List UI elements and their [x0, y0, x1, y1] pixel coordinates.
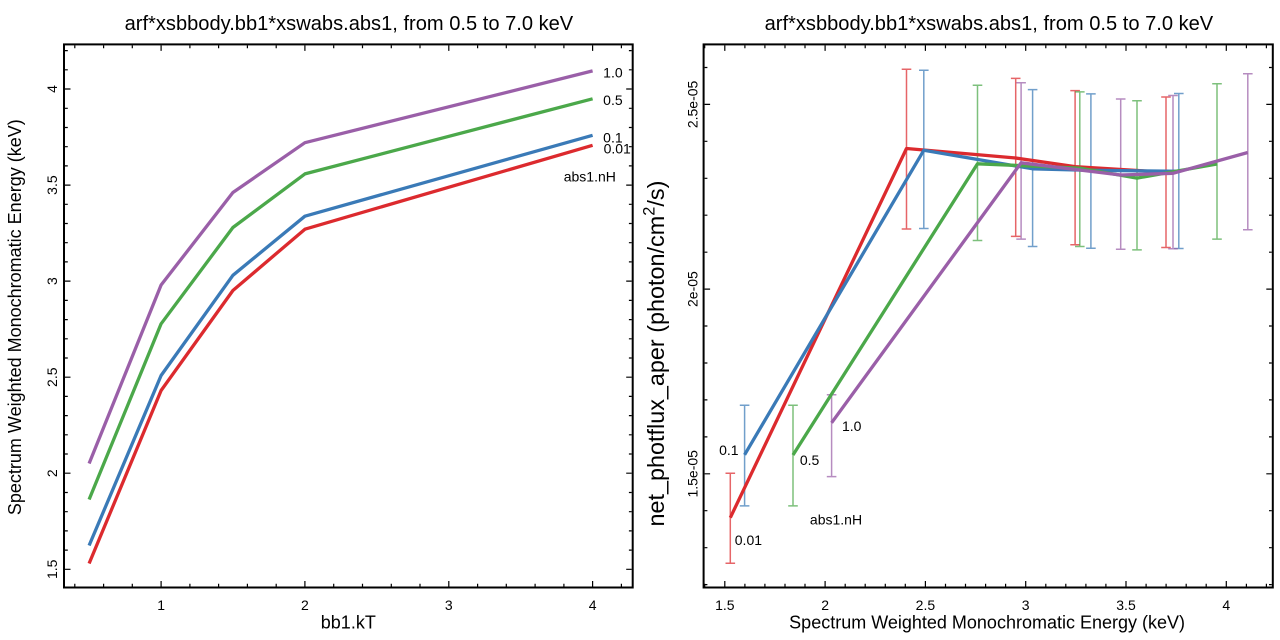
svg-text:2.5e-05: 2.5e-05: [684, 80, 700, 128]
svg-text:arf*xsbbody.bb1*xswabs.abs1, f: arf*xsbbody.bb1*xswabs.abs1, from 0.5 to…: [125, 13, 574, 35]
svg-text:0.1: 0.1: [603, 129, 623, 145]
svg-text:3: 3: [445, 597, 453, 613]
svg-text:3.5: 3.5: [44, 175, 60, 195]
svg-text:3.5: 3.5: [1116, 597, 1136, 613]
svg-text:0.5: 0.5: [603, 92, 623, 108]
svg-text:4: 4: [589, 597, 597, 613]
svg-text:4: 4: [1222, 597, 1230, 613]
svg-text:abs1.nH: abs1.nH: [810, 511, 862, 527]
svg-text:1.5: 1.5: [715, 597, 735, 613]
svg-text:net_photflux_aper (photon/cm2/: net_photflux_aper (photon/cm2/s): [641, 181, 670, 527]
svg-text:2e-05: 2e-05: [684, 271, 700, 307]
svg-text:0.01: 0.01: [604, 141, 631, 157]
svg-text:1.0: 1.0: [603, 64, 623, 80]
svg-text:2: 2: [44, 469, 60, 477]
svg-text:1: 1: [157, 597, 165, 613]
svg-text:0.1: 0.1: [719, 442, 739, 458]
svg-text:0.5: 0.5: [800, 452, 820, 468]
svg-text:Spectrum Weighted Monochromati: Spectrum Weighted Monochromatic Energy (…: [789, 613, 1185, 633]
svg-text:bb1.kT: bb1.kT: [321, 613, 376, 633]
svg-text:0.01: 0.01: [735, 532, 762, 548]
svg-text:arf*xsbbody.bb1*xswabs.abs1, f: arf*xsbbody.bb1*xswabs.abs1, from 0.5 to…: [765, 13, 1214, 35]
svg-text:2.5: 2.5: [916, 597, 936, 613]
svg-text:abs1.nH: abs1.nH: [564, 169, 616, 185]
svg-text:3: 3: [1022, 597, 1030, 613]
svg-text:3: 3: [44, 277, 60, 285]
svg-text:2: 2: [821, 597, 829, 613]
svg-text:2: 2: [301, 597, 309, 613]
svg-text:Spectrum Weighted Monochromati: Spectrum Weighted Monochromatic Energy (…: [5, 119, 25, 515]
svg-text:1.5: 1.5: [44, 559, 60, 579]
svg-text:4: 4: [44, 85, 60, 93]
svg-text:1.0: 1.0: [842, 418, 862, 434]
svg-text:1.5e-05: 1.5e-05: [684, 450, 700, 498]
svg-text:2.5: 2.5: [44, 367, 60, 387]
